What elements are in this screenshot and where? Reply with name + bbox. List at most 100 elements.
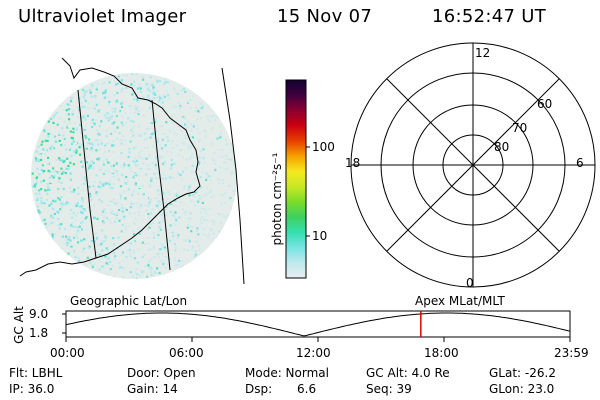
uv-pixel	[164, 248, 167, 251]
uv-pixel	[167, 97, 170, 100]
uv-pixel	[198, 161, 201, 164]
uv-pixel	[138, 156, 141, 159]
uv-pixel	[92, 161, 95, 165]
uv-pixel	[129, 254, 132, 257]
uv-pixel	[132, 176, 135, 179]
uv-pixel	[207, 113, 210, 116]
uv-pixel	[181, 170, 185, 173]
uv-pixel	[42, 148, 45, 151]
uv-pixel	[102, 163, 105, 166]
uv-pixel	[120, 245, 123, 248]
uv-pixel	[95, 235, 98, 239]
uv-pixel	[120, 204, 123, 207]
uv-pixel	[43, 130, 46, 133]
uv-pixel	[175, 194, 178, 197]
uv-pixel	[36, 198, 39, 202]
uv-pixel	[176, 140, 179, 143]
uv-pixel	[222, 214, 225, 217]
uv-pixel	[195, 190, 198, 193]
uv-pixel	[188, 100, 191, 103]
uv-pixel	[75, 236, 78, 239]
uv-pixel	[49, 132, 52, 136]
uv-pixel	[204, 192, 208, 195]
uv-pixel	[119, 194, 122, 197]
uv-pixel	[64, 203, 68, 206]
uv-pixel	[136, 273, 139, 276]
uv-pixel	[52, 115, 56, 118]
uv-pixel	[101, 270, 104, 273]
uv-pixel	[159, 97, 162, 100]
uv-pixel	[168, 183, 171, 186]
uv-pixel	[184, 211, 187, 214]
uv-pixel	[91, 232, 94, 235]
uv-pixel	[136, 114, 139, 117]
uv-pixel	[98, 182, 101, 185]
uv-pixel	[170, 172, 173, 176]
uv-pixel	[81, 208, 84, 211]
uv-pixel	[87, 102, 90, 105]
uv-pixel	[123, 185, 126, 188]
uv-pixel	[205, 160, 208, 163]
uv-pixel	[185, 151, 188, 155]
status-dsp-label: Dsp:	[245, 382, 273, 396]
uv-pixel	[150, 268, 153, 272]
uv-pixel	[148, 167, 151, 171]
uv-pixel	[79, 131, 82, 135]
uv-pixel	[206, 182, 209, 185]
uv-pixel	[170, 108, 173, 111]
uv-pixel	[110, 222, 113, 225]
uv-pixel	[65, 226, 68, 229]
uv-pixel	[97, 110, 100, 113]
uv-pixel	[179, 149, 182, 152]
uv-pixel	[75, 233, 78, 236]
uv-pixel	[50, 202, 53, 205]
uv-pixel	[54, 192, 57, 195]
uv-pixel	[73, 188, 76, 191]
uv-pixel	[31, 172, 34, 175]
uv-pixel	[215, 235, 218, 239]
uv-pixel	[169, 224, 172, 227]
uv-pixel	[38, 211, 41, 214]
uv-pixel	[47, 162, 50, 165]
uv-pixel	[141, 157, 144, 160]
uv-pixel	[167, 196, 170, 199]
uv-pixel	[218, 134, 221, 137]
uv-pixel	[190, 230, 193, 233]
uv-pixel	[173, 113, 176, 116]
uv-pixel	[116, 82, 120, 85]
uv-pixel	[171, 137, 174, 140]
uv-pixel	[67, 129, 70, 132]
uv-pixel	[175, 158, 178, 162]
uv-pixel	[48, 190, 51, 193]
uv-pixel	[114, 236, 117, 239]
uv-pixel	[152, 137, 155, 140]
uv-pixel	[165, 205, 168, 208]
uv-pixel	[88, 185, 91, 188]
uv-pixel	[146, 85, 149, 88]
uv-pixel	[216, 173, 219, 176]
uv-pixel	[69, 178, 72, 181]
uv-pixel	[147, 87, 150, 90]
uv-pixel	[212, 114, 215, 117]
uv-pixel	[183, 264, 186, 267]
uv-pixel	[169, 130, 172, 133]
uv-pixel	[163, 100, 167, 104]
uv-pixel	[122, 105, 125, 108]
orbit-x-tick-label-0600: 06:00	[169, 346, 204, 360]
uv-pixel	[196, 204, 199, 207]
uv-pixel	[137, 227, 140, 230]
uv-pixel	[126, 244, 129, 247]
uv-pixel	[154, 119, 157, 122]
uv-pixel	[137, 109, 140, 112]
uv-pixel	[120, 151, 123, 155]
uv-pixel	[169, 207, 172, 210]
uv-pixel	[136, 261, 139, 264]
uv-pixel	[68, 118, 71, 121]
uv-pixel	[194, 250, 197, 253]
uv-pixel	[169, 126, 172, 129]
uv-pixel	[79, 180, 82, 183]
uv-pixel	[123, 78, 126, 81]
uv-pixel	[113, 228, 116, 231]
uv-pixel	[90, 142, 93, 145]
